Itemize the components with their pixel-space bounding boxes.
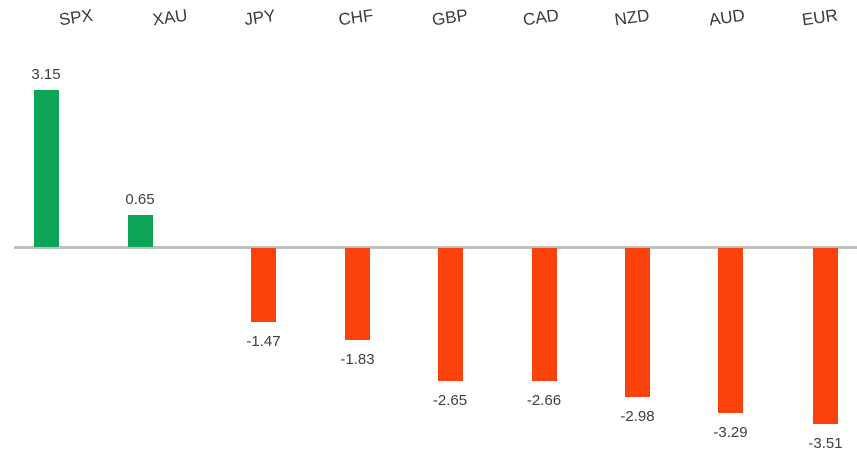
value-label-GBP: -2.65 (432, 391, 468, 409)
bar-CHF (345, 248, 370, 340)
bar-AUD (718, 248, 743, 413)
bar-XAU (127, 214, 153, 247)
bar-SPX (33, 89, 59, 247)
bar-CAD (531, 248, 557, 381)
category-label-NZD: NZD (613, 5, 651, 30)
category-label-AUD: AUD (707, 5, 747, 30)
value-label-SPX: 3.15 (31, 65, 61, 83)
value-label-CAD: -2.66 (526, 392, 562, 409)
value-label-JPY: -1.47 (246, 332, 281, 350)
value-label-EUR: -3.51 (808, 434, 843, 452)
category-label-SPX: SPX (57, 5, 95, 30)
category-label-GBP: GBP (430, 5, 470, 30)
bar-EUR (813, 248, 838, 424)
category-label-CHF: CHF (337, 5, 375, 30)
value-label-CHF: -1.83 (340, 350, 375, 368)
value-label-XAU: 0.65 (125, 190, 155, 208)
bar-JPY (251, 248, 276, 322)
value-label-AUD: -3.29 (713, 423, 748, 441)
category-label-JPY: JPY (243, 5, 277, 30)
zero-axis-line (14, 245, 857, 249)
category-label-XAU: XAU (151, 5, 189, 30)
bar-NZD (625, 248, 650, 397)
value-label-NZD: -2.98 (620, 408, 655, 425)
bar-GBP (437, 248, 463, 381)
category-label-EUR: EUR (800, 5, 840, 30)
category-label-CAD: CAD (521, 5, 561, 30)
